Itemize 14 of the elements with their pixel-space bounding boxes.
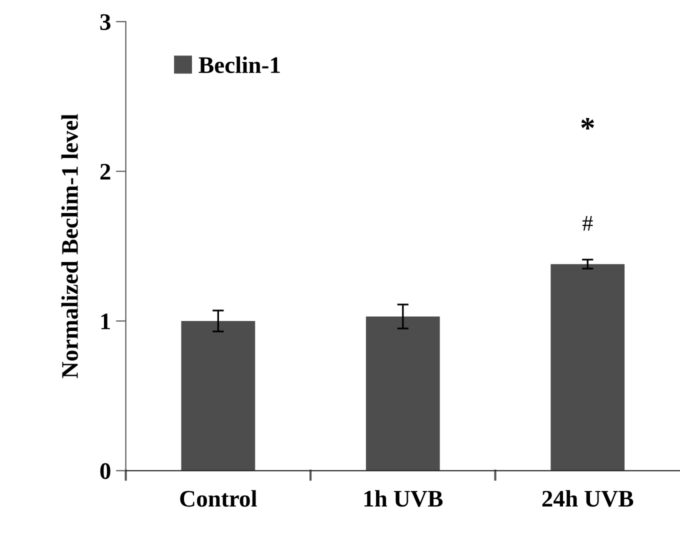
y-tick-label: 1 — [101, 314, 110, 330]
x-tick-label: 24h UVB — [542, 490, 634, 507]
annotation: * — [581, 118, 594, 130]
y-tick-label: 3 — [100, 14, 110, 30]
bar — [550, 264, 625, 471]
annotation: # — [582, 216, 593, 231]
x-tick-label: 1h UVB — [364, 490, 443, 507]
x-tick-label: Control — [180, 490, 257, 507]
bar — [366, 316, 440, 471]
legend-label: Beclin-1 — [198, 56, 280, 74]
y-axis-title: Normalized Beclim-1 level — [61, 114, 78, 378]
y-tick-label: 2 — [100, 164, 110, 180]
bar — [181, 320, 256, 471]
y-tick-label: 0 — [100, 463, 110, 480]
